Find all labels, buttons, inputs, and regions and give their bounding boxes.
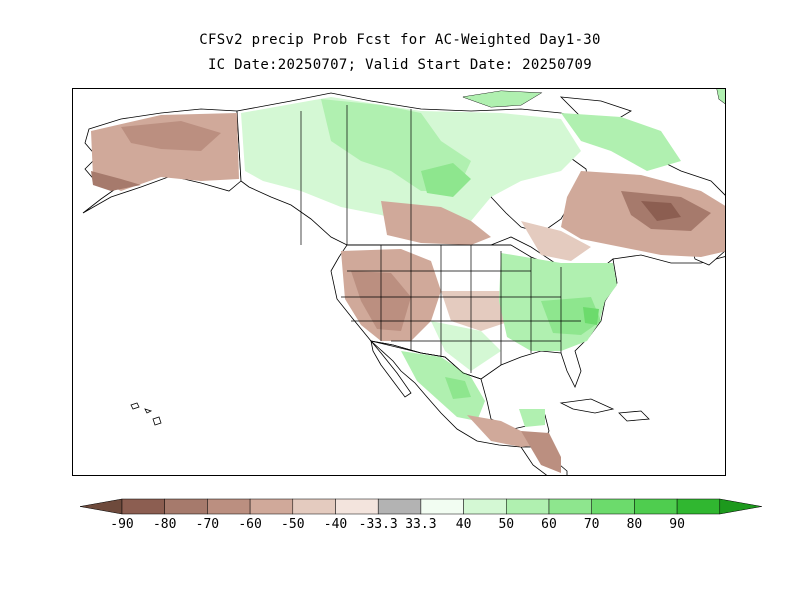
below-normal-area xyxy=(467,415,541,447)
legend-swatch xyxy=(420,498,464,515)
legend-tick-label: 33.3 xyxy=(405,517,436,532)
legend-tick-label: -33.3 xyxy=(359,517,398,532)
above-normal-area xyxy=(519,409,545,427)
hispaniola-outline xyxy=(618,410,650,422)
legend-tick-label: 90 xyxy=(669,517,685,532)
probability-shading xyxy=(91,89,725,473)
legend-arrow-left xyxy=(79,498,123,515)
legend-tick-label: -90 xyxy=(110,517,133,532)
political-boundaries xyxy=(300,105,581,380)
province-boundary xyxy=(300,105,412,245)
cuba-outline xyxy=(559,398,615,414)
legend-tick-label: 50 xyxy=(498,517,514,532)
legend-tick-label: 80 xyxy=(627,517,643,532)
color-legend: -90 -80 -70 -60 -50 -40 -33.3 33.3 40 50 60 70 80 90 xyxy=(79,498,762,532)
hawaii-outline xyxy=(130,402,162,426)
below-normal-area xyxy=(381,201,491,245)
baja-outline xyxy=(370,340,412,398)
above-normal-area xyxy=(401,351,485,421)
legend-tick-label: 70 xyxy=(584,517,600,532)
legend-swatch xyxy=(249,498,294,515)
legend-tick-label: -40 xyxy=(324,517,347,532)
below-normal-area xyxy=(91,171,141,191)
legend-tick-label: 40 xyxy=(456,517,472,532)
legend-swatch xyxy=(377,498,422,515)
below-normal-area xyxy=(521,221,591,261)
legend-swatch xyxy=(548,498,592,515)
state-boundary xyxy=(341,245,581,373)
legend-tick-label: -50 xyxy=(281,517,304,532)
above-normal-area xyxy=(541,297,601,335)
legend-swatch xyxy=(463,498,507,515)
map-frame xyxy=(72,88,726,476)
above-normal-area xyxy=(431,321,501,371)
us-mexico-border xyxy=(370,340,482,380)
legend-swatch xyxy=(676,498,721,515)
below-normal-area xyxy=(641,201,681,221)
map-title: CFSv2 precip Prob Fcst for AC-Weighted D… xyxy=(199,32,601,48)
above-normal-area xyxy=(463,91,541,107)
legend-arrow-right xyxy=(719,498,762,515)
below-normal-area xyxy=(121,121,221,151)
above-normal-area xyxy=(561,113,681,171)
legend-tick-label: 60 xyxy=(541,517,557,532)
map-subtitle: IC Date:20250707; Valid Start Date: 2025… xyxy=(207,57,593,73)
legend-tick-label: -70 xyxy=(196,517,219,532)
legend-swatch xyxy=(164,498,208,515)
above-normal-area xyxy=(583,307,599,325)
legend-swatch xyxy=(335,498,379,515)
above-normal-area xyxy=(445,377,471,399)
legend-swatch xyxy=(292,498,336,515)
legend-swatch xyxy=(591,498,635,515)
forecast-map xyxy=(82,89,725,475)
above-normal-area xyxy=(717,89,725,104)
legend-swatch xyxy=(634,498,678,515)
above-normal-area xyxy=(421,163,471,197)
legend-swatch xyxy=(121,498,165,515)
below-normal-area xyxy=(521,431,561,473)
legend-swatch xyxy=(207,498,251,515)
legend-tick-label: -80 xyxy=(153,517,176,532)
legend-swatch xyxy=(506,498,550,515)
legend-tick-label: -60 xyxy=(238,517,261,532)
